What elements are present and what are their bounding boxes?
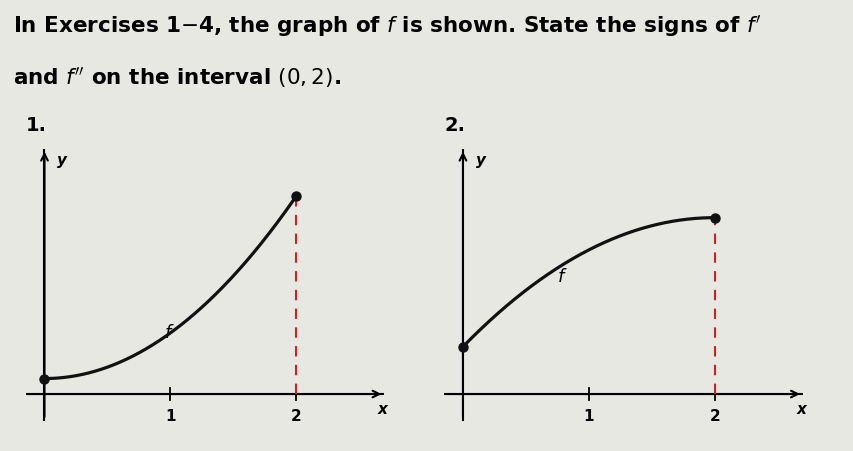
Text: y: y: [475, 153, 485, 168]
Text: $f$: $f$: [557, 268, 567, 286]
Text: $f$: $f$: [164, 324, 175, 342]
Text: In Exercises 1$-$4, the graph of $f$ is shown. State the signs of $f'$: In Exercises 1$-$4, the graph of $f$ is …: [13, 14, 760, 39]
Text: 1: 1: [165, 409, 176, 424]
Text: and $f''$ on the interval $(0, 2)$.: and $f''$ on the interval $(0, 2)$.: [13, 65, 340, 90]
Text: x: x: [796, 402, 805, 417]
Text: 2: 2: [291, 409, 301, 424]
Text: 1: 1: [583, 409, 594, 424]
Text: 2.: 2.: [444, 116, 465, 135]
Text: 1.: 1.: [26, 116, 47, 135]
Text: x: x: [378, 402, 387, 417]
Text: 2: 2: [709, 409, 719, 424]
Text: y: y: [57, 153, 67, 168]
